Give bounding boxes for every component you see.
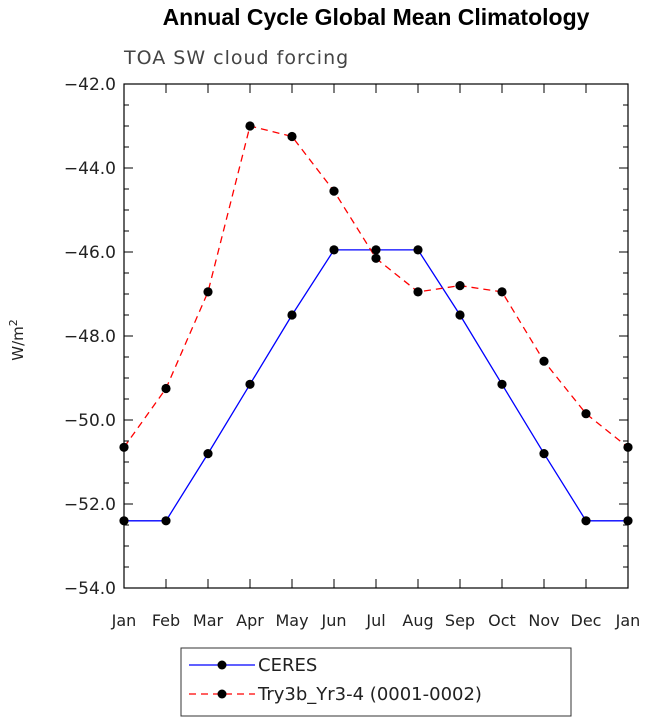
legend-marker-model [217,689,227,699]
x-tick-label: Dec [571,611,602,630]
series-point-0 [245,379,255,389]
y-tick-label: −42.0 [64,75,116,95]
series-point-1 [287,131,297,142]
series-point-1 [539,356,549,366]
axis-ticks [123,83,629,589]
y-tick-label: −46.0 [64,243,116,263]
series-point-0 [455,310,465,320]
x-tick-label: Feb [152,611,180,630]
legend-marker-ceres [217,660,227,670]
series-point-1 [497,287,507,297]
series-point-0 [623,516,633,526]
x-tick-label: Jun [321,611,347,630]
series-point-1 [455,281,465,291]
legend-box [180,647,572,717]
x-tick-label: Apr [236,611,264,630]
legend: CERES Try3b_Yr3-4 (0001-0002) [180,647,572,717]
series-point-0 [161,516,171,526]
series-point-1 [581,409,591,419]
x-tick-label: Oct [488,611,516,630]
series-point-0 [539,449,549,459]
x-tick-label: Jan [111,611,137,630]
y-axis-label-main: W/m [9,326,27,361]
y-axis-label-superscript: 2 [7,319,20,326]
series-points [119,121,633,526]
x-tick-label: May [275,611,308,630]
chart-subtitle: TOA SW cloud forcing [123,47,349,69]
y-axis-label: W/m2 [7,319,27,361]
series-point-0 [119,516,129,526]
series-point-0 [329,245,339,255]
series-point-1 [119,442,129,452]
x-tick-label: Jul [365,611,385,630]
y-tick-label: −44.0 [64,159,116,179]
plot-frame [123,83,629,589]
x-tick-label: Sep [445,611,475,630]
series-point-0 [413,245,423,255]
series-point-0 [203,449,213,459]
series-point-0 [497,379,507,389]
series-point-1 [413,287,423,297]
x-tick-label: Mar [193,611,224,630]
y-tick-label: −48.0 [64,327,116,347]
y-tick-label: −52.0 [64,495,116,515]
series-lines [123,125,629,522]
series-point-1 [329,186,339,196]
series-point-0 [371,245,381,255]
plot-area [123,83,629,589]
series-point-1 [623,442,633,452]
series-point-1 [245,121,255,131]
legend-entry-ceres: CERES [189,655,317,676]
series-line-0 [124,249,628,522]
series-point-1 [161,383,171,394]
legend-entry-model: Try3b_Yr3-4 (0001-0002) [189,684,482,705]
x-axis-tick-labels: Jan Feb Mar Apr May Jun Jul Aug Sep Oct Nov Dec Jan [111,611,641,630]
x-tick-label: Aug [402,611,433,630]
x-tick-label: Jan [615,611,641,630]
legend-label-ceres: CERES [258,655,317,676]
series-point-0 [287,310,297,320]
y-tick-label: −50.0 [64,411,116,431]
x-tick-label: Nov [528,611,559,630]
series-point-1 [203,287,213,297]
y-axis-tick-labels: −42.0 −44.0 −46.0 −48.0 −50.0 −52.0 −54.0 [64,75,116,599]
legend-label-model: Try3b_Yr3-4 (0001-0002) [257,684,482,705]
series-point-0 [581,516,591,526]
series-line-1 [123,125,629,448]
series-point-1 [371,253,381,263]
chart-title: Annual Cycle Global Mean Climatology [163,4,590,30]
y-tick-label: −54.0 [64,579,116,599]
